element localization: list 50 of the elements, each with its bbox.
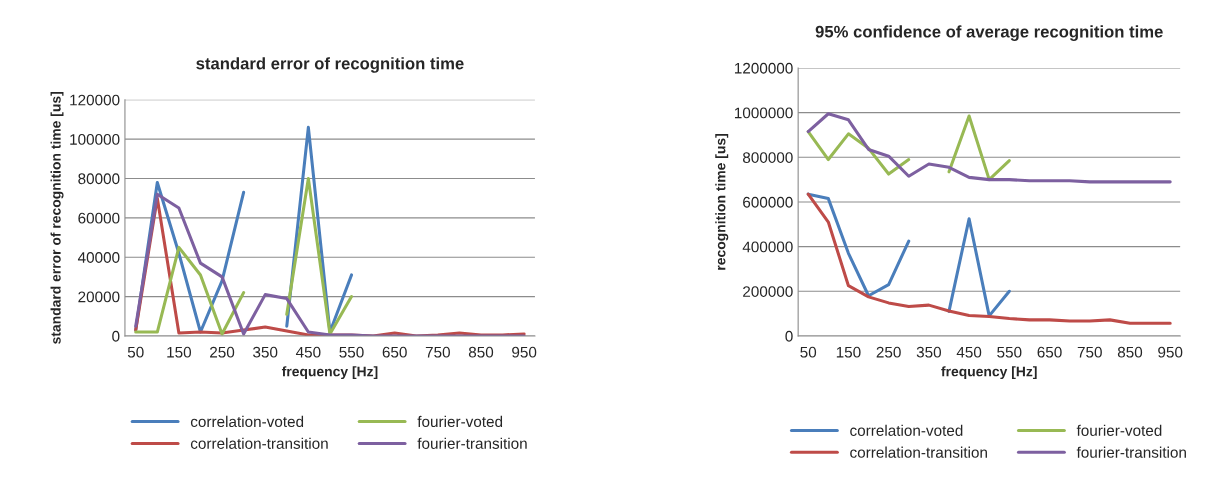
y-tick-label: 200000 (743, 286, 793, 297)
chart-title: standard error of recognition time (196, 57, 464, 73)
x-tick-label: 450 (956, 346, 982, 358)
y-tick-label: 800000 (742, 152, 793, 163)
y-tick-label: 120000 (70, 94, 120, 106)
y-tick-label: 20000 (78, 291, 120, 303)
y-tick-label: 60000 (78, 212, 120, 224)
x-axis-title: frequency [Hz] (281, 366, 378, 380)
legend-label: correlation-voted (850, 424, 963, 436)
y-tick-label: 40000 (77, 252, 120, 263)
y-axis-title: recognition time [us] (715, 134, 729, 270)
x-tick-label: 50 (127, 346, 144, 358)
x-tick-label: 650 (1037, 346, 1062, 358)
x-tick-label: 350 (253, 346, 278, 358)
x-tick-label: 850 (468, 346, 494, 358)
y-tick-label: 1000000 (734, 107, 793, 119)
line-series (806, 112, 1172, 184)
x-tick-label: 750 (425, 346, 450, 358)
line-series (806, 192, 1172, 325)
y-tick-label: 100000 (70, 134, 120, 145)
x-tick-label: 250 (210, 346, 235, 358)
x-tick-label: 950 (1158, 346, 1183, 358)
x-tick-label: 650 (382, 346, 407, 358)
legend-label: fourier-transition (1076, 446, 1186, 458)
x-tick-label: 150 (167, 346, 192, 358)
legend-label: fourier-voted (417, 415, 503, 428)
x-tick-label: 950 (512, 346, 537, 358)
x-axis-title: frequency [Hz] (941, 366, 1037, 380)
y-axis-title: standard error of recognition time [us] (50, 92, 64, 344)
x-tick-label: 50 (800, 346, 817, 358)
chart-title: 95% confidence of average recognition time (815, 25, 1163, 41)
x-tick-label: 150 (836, 346, 861, 358)
x-tick-label: 750 (1077, 346, 1102, 358)
y-tick-label: 80000 (78, 173, 120, 185)
x-tick-label: 550 (997, 346, 1022, 358)
y-tick-label: 1200000 (734, 62, 793, 74)
legend-label: correlation-transition (190, 437, 328, 449)
y-tick-label: 0 (785, 330, 793, 342)
y-tick-label: 400000 (742, 241, 793, 253)
x-tick-label: 850 (1117, 346, 1143, 358)
x-tick-label: 350 (916, 346, 942, 358)
legend-label: correlation-voted (190, 415, 304, 428)
y-tick-label: 0 (112, 330, 120, 342)
x-tick-label: 450 (295, 346, 321, 358)
x-tick-label: 250 (876, 346, 901, 358)
legend-label: correlation-transition (850, 446, 987, 458)
y-tick-label: 600000 (743, 196, 793, 208)
x-tick-label: 550 (339, 346, 364, 358)
legend-label: fourier-voted (1076, 424, 1162, 436)
legend-label: fourier-transition (417, 437, 527, 449)
